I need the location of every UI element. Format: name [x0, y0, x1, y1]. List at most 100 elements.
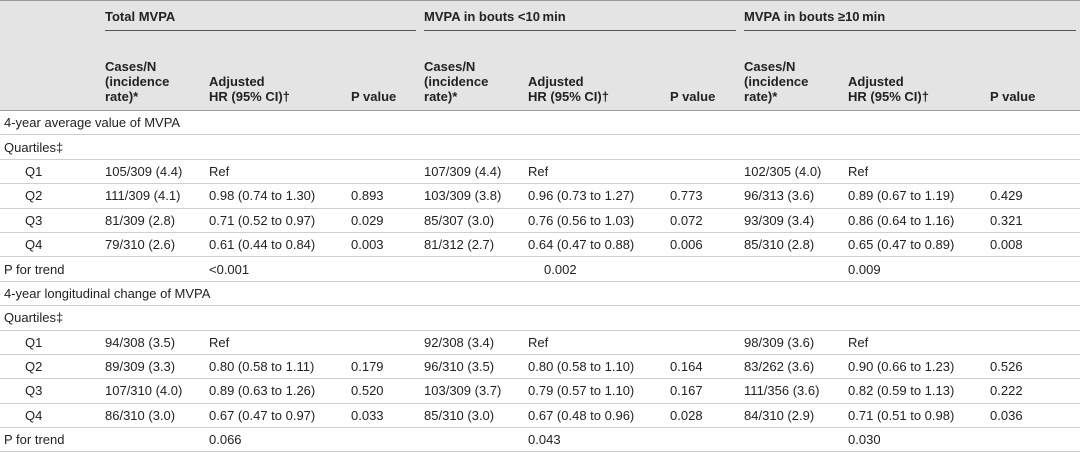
p-trend-label: P for trend: [0, 256, 101, 282]
table-cell: 92/308 (3.4): [420, 330, 525, 355]
table-row: Q3 81/309 (2.8) 0.71 (0.52 to 0.97) 0.029 85…: [0, 208, 1080, 233]
p-trend-value: 0.009: [844, 256, 1080, 282]
row-label: Q2: [0, 183, 101, 209]
table-cell: 107/309 (4.4): [420, 159, 525, 185]
p-trend-value: 0.066: [205, 427, 421, 452]
table-cell: 0.893: [347, 183, 421, 209]
section-title: 4-year average value of MVPA: [0, 110, 1080, 136]
quartiles-label-row: Quartiles‡: [0, 134, 1080, 160]
table-cell: 81/312 (2.7): [420, 232, 525, 258]
table-cell: Ref: [205, 330, 347, 355]
table-cell: 86/310 (3.0): [101, 403, 205, 429]
group-header-total: Total MVPA: [101, 0, 421, 32]
table-cell: 0.033: [347, 403, 421, 429]
header-corner-sub: [0, 32, 101, 111]
row-label: Q3: [0, 208, 101, 233]
table-cell: 0.86 (0.64 to 1.16): [844, 208, 987, 233]
section-title-row: 4-year average value of MVPA: [0, 110, 1080, 136]
table-row: Q2 89/309 (3.3) 0.80 (0.58 to 1.11) 0.179 96…: [0, 354, 1080, 380]
table-cell: 0.028: [666, 403, 741, 429]
p-trend-row: P for trend 0.066 0.043 0.030: [0, 427, 1080, 452]
col-header-hr: Adjusted HR (95% CI)†: [524, 32, 667, 111]
table-cell: 94/308 (3.5): [101, 330, 205, 355]
table-cell: 0.526: [986, 354, 1080, 380]
table-cell: [420, 427, 525, 452]
table-cell: 81/309 (2.8): [101, 208, 205, 233]
group-header-short-bouts: MVPA in bouts <10 min: [420, 0, 741, 32]
table-cell: 0.76 (0.56 to 1.03): [524, 208, 667, 233]
p-trend-row: P for trend <0.001 0.002 0.009: [0, 256, 1080, 282]
table-cell: 0.80 (0.58 to 1.11): [205, 354, 347, 380]
section-title: 4-year longitudinal change of MVPA: [0, 281, 1080, 307]
table-cell: 107/310 (4.0): [101, 378, 205, 404]
table-cell: 0.98 (0.74 to 1.30): [205, 183, 347, 209]
col-header-hr: Adjusted HR (95% CI)†: [844, 32, 987, 111]
table-body: 4-year average value of MVPA Quartiles‡ Q1…: [0, 110, 1080, 452]
quartiles-label: Quartiles‡: [0, 305, 1080, 331]
table-cell: 0.82 (0.59 to 1.13): [844, 378, 987, 404]
table-cell: 0.96 (0.73 to 1.27): [524, 183, 667, 209]
p-trend-value: 0.030: [844, 427, 1080, 452]
table-cell: 0.029: [347, 208, 421, 233]
table-cell: [420, 256, 525, 282]
table-cell: 0.71 (0.51 to 0.98): [844, 403, 987, 429]
group-header-long-bouts: MVPA in bouts ≥10 min: [740, 0, 1080, 32]
table-row: Q3 107/310 (4.0) 0.89 (0.63 to 1.26) 0.520 1…: [0, 378, 1080, 404]
table-row: Q2 111/309 (4.1) 0.98 (0.74 to 1.30) 0.893 1…: [0, 183, 1080, 209]
table-cell: [986, 159, 1080, 185]
table-cell: [666, 159, 741, 185]
table-cell: 0.89 (0.67 to 1.19): [844, 183, 987, 209]
row-label: Q4: [0, 232, 101, 258]
table-cell: [666, 330, 741, 355]
table-header: Total MVPA MVPA in bouts <10 min MVPA in…: [0, 0, 1080, 111]
row-label: Q2: [0, 354, 101, 380]
table-cell: Ref: [524, 159, 667, 185]
col-header-p: P value: [666, 32, 741, 111]
table-cell: 0.80 (0.58 to 1.10): [524, 354, 667, 380]
table-cell: 0.036: [986, 403, 1080, 429]
table-cell: 0.006: [666, 232, 741, 258]
table-cell: [740, 256, 845, 282]
table-cell: 0.072: [666, 208, 741, 233]
table-cell: 0.90 (0.66 to 1.23): [844, 354, 987, 380]
table-cell: Ref: [524, 330, 667, 355]
table-cell: 79/310 (2.6): [101, 232, 205, 258]
table-cell: 96/313 (3.6): [740, 183, 845, 209]
table-cell: 0.89 (0.63 to 1.26): [205, 378, 347, 404]
p-trend-value: 0.002: [524, 256, 741, 282]
table-cell: 0.773: [666, 183, 741, 209]
table-cell: 85/310 (2.8): [740, 232, 845, 258]
table-cell: [101, 256, 205, 282]
col-header-cases: Cases/N (incidence rate)*: [420, 32, 525, 111]
table-cell: 111/309 (4.1): [101, 183, 205, 209]
table-cell: 0.164: [666, 354, 741, 380]
table-cell: 0.61 (0.44 to 0.84): [205, 232, 347, 258]
table-cell: 0.003: [347, 232, 421, 258]
table-cell: 0.67 (0.47 to 0.97): [205, 403, 347, 429]
col-header-p: P value: [986, 32, 1080, 111]
table-cell: 0.179: [347, 354, 421, 380]
table-cell: 85/307 (3.0): [420, 208, 525, 233]
table-cell: 0.71 (0.52 to 0.97): [205, 208, 347, 233]
table-cell: [101, 427, 205, 452]
table-row: Q1 94/308 (3.5) Ref 92/308 (3.4) Ref 98/309 (…: [0, 330, 1080, 355]
table-cell: 89/309 (3.3): [101, 354, 205, 380]
row-label: Q1: [0, 330, 101, 355]
table-cell: [986, 330, 1080, 355]
quartiles-label-row: Quartiles‡: [0, 305, 1080, 331]
table-cell: 84/310 (2.9): [740, 403, 845, 429]
table-cell: 103/309 (3.8): [420, 183, 525, 209]
table-cell: 93/309 (3.4): [740, 208, 845, 233]
col-header-cases: Cases/N (incidence rate)*: [101, 32, 205, 111]
table-cell: Ref: [844, 159, 987, 185]
table-cell: [347, 159, 421, 185]
col-header-cases: Cases/N (incidence rate)*: [740, 32, 845, 111]
col-header-hr: Adjusted HR (95% CI)†: [205, 32, 347, 111]
table-cell: 0.520: [347, 378, 421, 404]
table-cell: Ref: [205, 159, 347, 185]
table-cell: 103/309 (3.7): [420, 378, 525, 404]
p-trend-value: 0.043: [524, 427, 741, 452]
section-title-row: 4-year longitudinal change of MVPA: [0, 281, 1080, 307]
row-label: Q1: [0, 159, 101, 185]
